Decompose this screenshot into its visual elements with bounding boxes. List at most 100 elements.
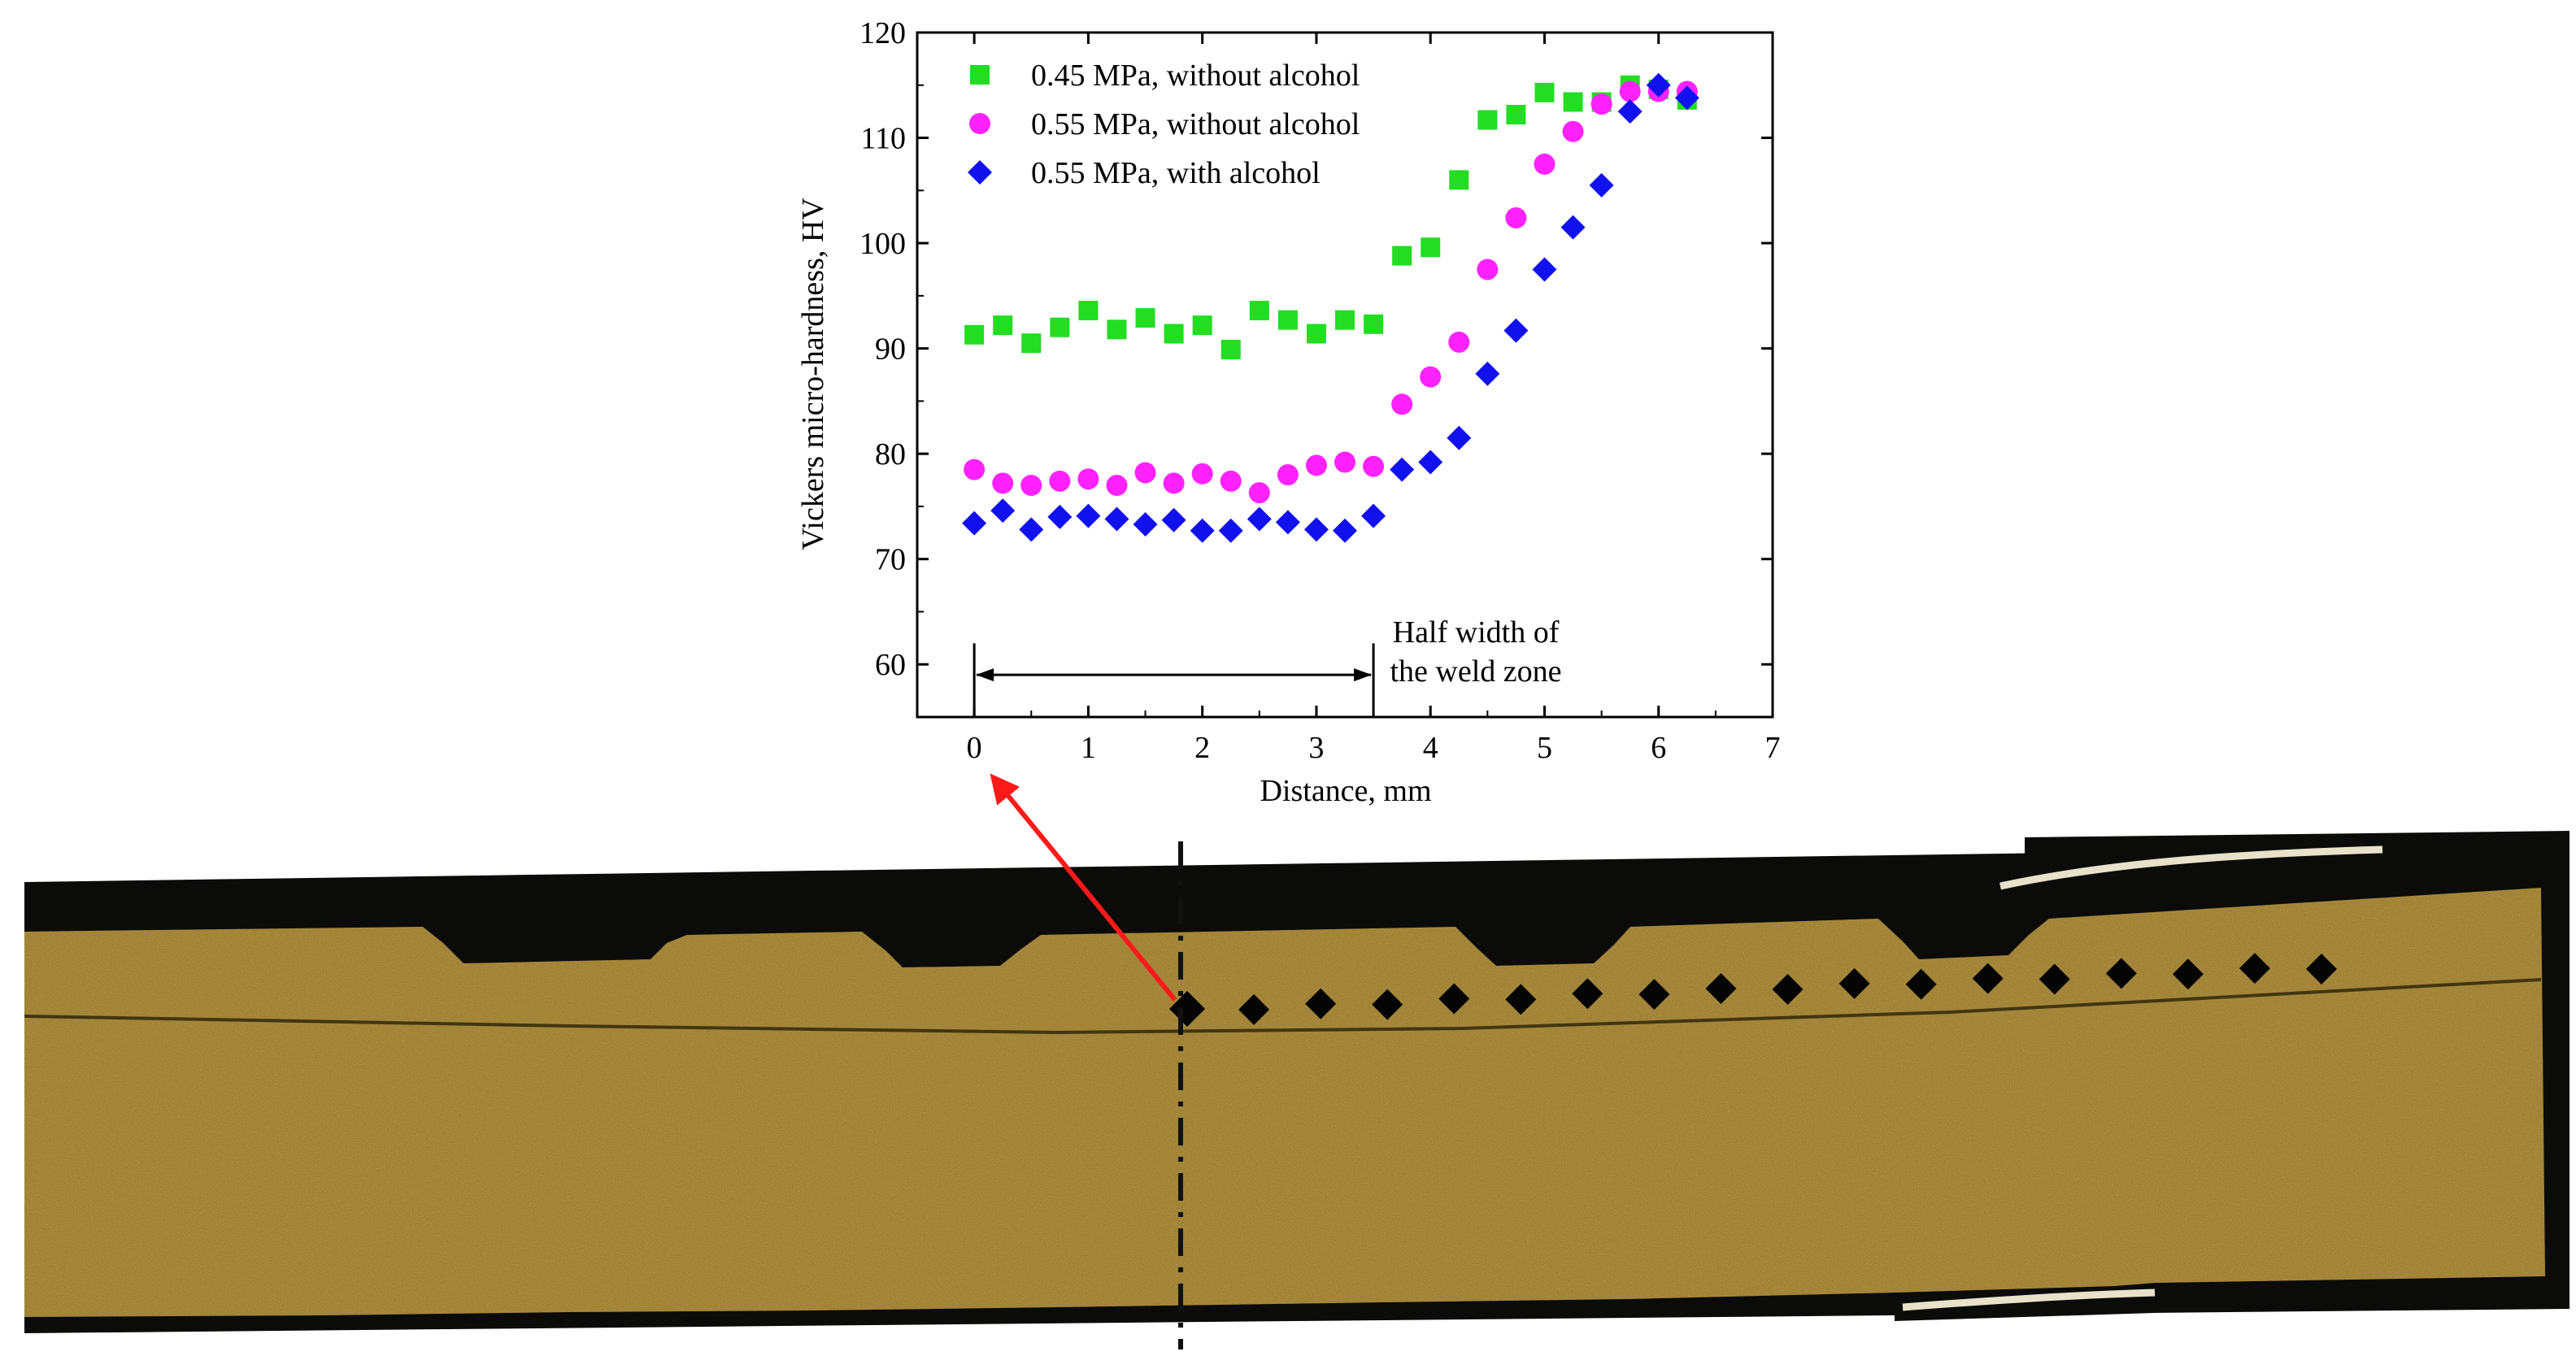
- indent-mark: [2306, 954, 2337, 984]
- legend-marker: [970, 65, 990, 85]
- data-point: [1477, 110, 1498, 130]
- data-point: [1047, 504, 1073, 529]
- data-point: [962, 511, 987, 536]
- y-tick-label: 110: [860, 122, 906, 156]
- y-tick-label: 120: [859, 16, 906, 50]
- data-point: [1475, 361, 1500, 386]
- data-point: [1164, 324, 1184, 344]
- data-point: [1560, 215, 1586, 240]
- data-point: [1249, 300, 1269, 320]
- data-point: [1391, 393, 1413, 415]
- data-point: [1448, 331, 1470, 353]
- data-point: [1020, 475, 1042, 497]
- metal-highlights: [24, 888, 2545, 1317]
- data-point: [1364, 314, 1384, 334]
- indent-mark: [1438, 983, 1470, 1015]
- y-axis-label: Vickers micro-hardness, HV: [796, 198, 830, 550]
- x-tick-label: 3: [1308, 731, 1324, 765]
- data-point: [1076, 503, 1101, 528]
- x-tick-label: 4: [1423, 731, 1438, 765]
- x-axis-label: Distance, mm: [1260, 774, 1431, 808]
- data-point: [1104, 506, 1129, 532]
- series-circle: [964, 80, 1698, 504]
- data-point: [1134, 462, 1156, 484]
- series-diamond: [962, 72, 1699, 543]
- data-point: [1335, 310, 1355, 330]
- annotation: Half width of the weld zone: [973, 615, 1562, 717]
- data-point: [1534, 153, 1556, 175]
- data-point: [1646, 72, 1671, 98]
- data-point: [1617, 99, 1643, 124]
- indent-mark: [2172, 958, 2204, 990]
- data-point: [1277, 464, 1299, 486]
- indent-mark: [1238, 993, 1270, 1025]
- indent-mark: [1838, 967, 1870, 999]
- data-point: [1447, 425, 1472, 450]
- indent-mark: [2105, 958, 2137, 989]
- data-point: [1221, 339, 1241, 359]
- plot-frame: [916, 31, 1774, 719]
- indent-mark: [1505, 984, 1537, 1015]
- legend-marker: [969, 113, 990, 134]
- data-point: [1220, 470, 1242, 492]
- indent-mark: [1638, 979, 1670, 1010]
- data-point: [1363, 455, 1385, 477]
- data-point: [1334, 451, 1355, 473]
- data-point: [1303, 517, 1329, 542]
- data-point: [1390, 457, 1415, 482]
- y-tick-label: 100: [859, 227, 906, 261]
- data-point: [1619, 80, 1641, 102]
- x-tick-label: 7: [1765, 731, 1781, 765]
- span-arrowhead-right: [1354, 668, 1373, 682]
- legend-label: 0.55 MPa, with alcohol: [1031, 156, 1321, 190]
- data-point: [1418, 450, 1443, 475]
- data-point: [1392, 246, 1412, 266]
- legend-label: 0.55 MPa, without alcohol: [1031, 107, 1360, 141]
- data-point: [1503, 318, 1529, 343]
- data-point: [964, 324, 985, 345]
- data-point: [964, 459, 986, 480]
- y-axis: 60 70 80 90 100 110 120: [859, 16, 1773, 718]
- data-point: [1021, 333, 1042, 354]
- data-point: [1077, 468, 1099, 490]
- x-tick-label: 5: [1537, 731, 1552, 765]
- data-point: [1333, 518, 1357, 543]
- data-point: [1277, 310, 1298, 330]
- indent-mark: [1305, 988, 1337, 1019]
- legend-marker: [968, 160, 992, 185]
- indent-mark: [1372, 989, 1403, 1020]
- indent-mark: [1705, 973, 1737, 1005]
- data-point: [1078, 300, 1099, 320]
- data-point: [1190, 518, 1215, 543]
- data-point: [1247, 506, 1272, 532]
- indent-mark: [1772, 973, 1804, 1005]
- legend-label: 0.45 MPa, without alcohol: [1031, 59, 1360, 93]
- data-point: [1306, 324, 1326, 344]
- indent-mark: [2239, 953, 2270, 984]
- data-point: [1477, 259, 1499, 280]
- hardness-chart: 60 70 80 90 100 110 120 0 1 2 3 4 5 6 7 Vickers micro…: [796, 16, 1781, 808]
- data-point: [1192, 315, 1212, 336]
- x-tick-label: 2: [1194, 731, 1210, 765]
- x-tick-label: 0: [967, 731, 982, 765]
- data-point: [1275, 510, 1300, 535]
- data-point: [1305, 454, 1327, 476]
- data-point: [1218, 518, 1243, 543]
- indent-mark: [1972, 963, 2004, 994]
- data-point: [1674, 85, 1699, 111]
- data-point: [1563, 92, 1583, 112]
- wire-bottom: [1902, 1289, 2156, 1311]
- data-point: [1361, 503, 1386, 528]
- half-width-arrow: [973, 643, 1375, 717]
- data-point: [1133, 511, 1158, 537]
- data-point: [992, 472, 1014, 494]
- data-point: [1421, 237, 1441, 258]
- indent-mark: [2039, 963, 2070, 995]
- span-arrowhead-left: [976, 668, 994, 682]
- data-point: [1505, 206, 1527, 228]
- y-tick-label: 80: [875, 437, 906, 472]
- data-point: [1534, 82, 1555, 102]
- wire-top: [1999, 845, 2383, 890]
- data-point: [1248, 482, 1270, 504]
